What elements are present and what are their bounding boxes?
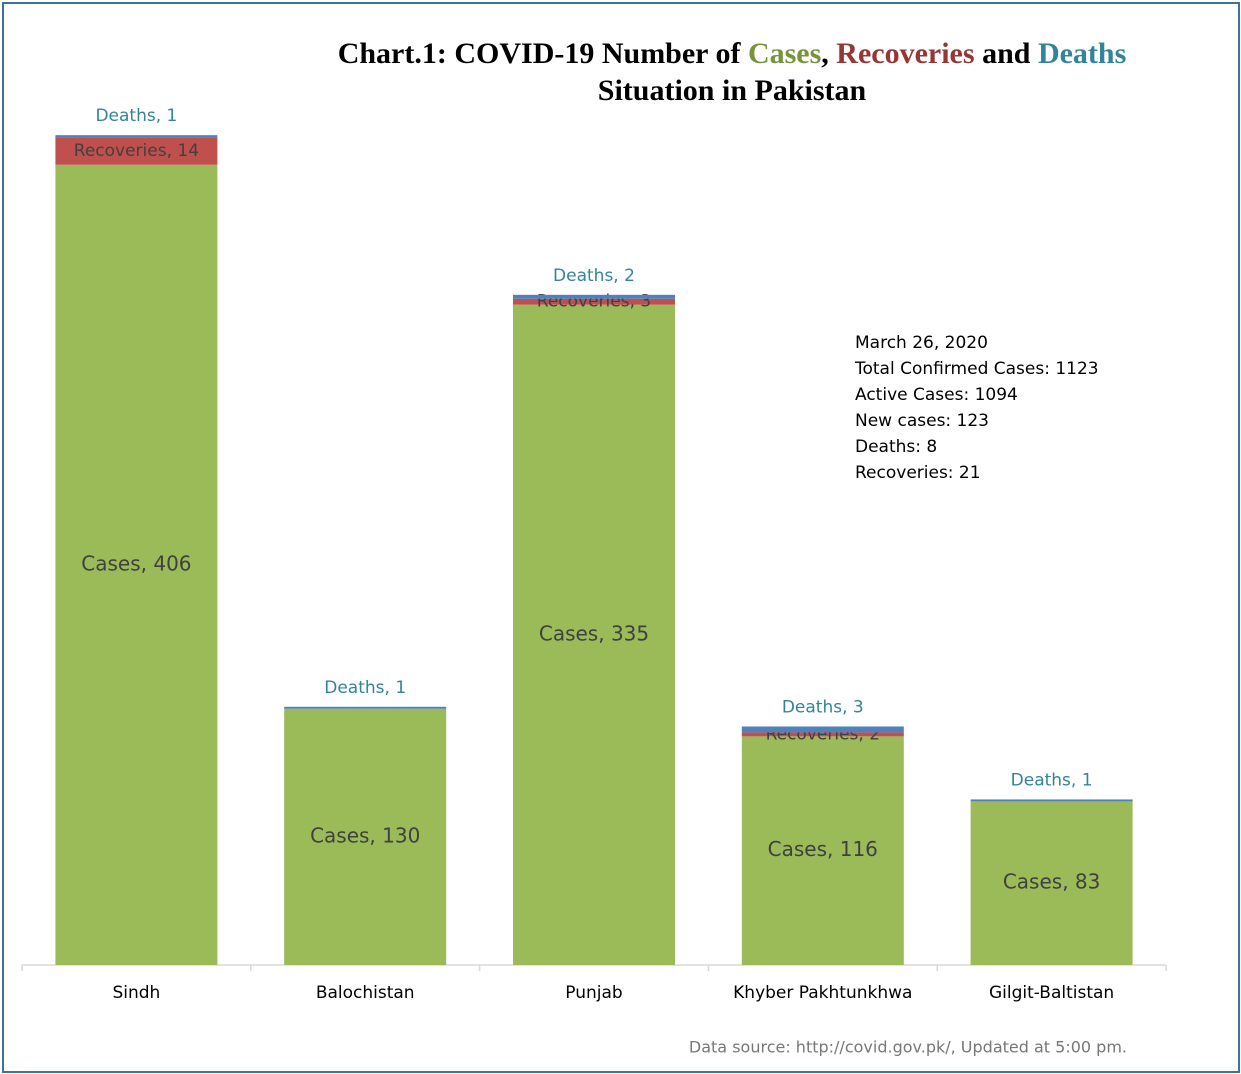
annotation-line: Recoveries: 21: [855, 463, 981, 483]
bar-segment: [284, 706, 447, 709]
data-label: Deaths, 1: [1011, 770, 1093, 790]
data-label: Deaths, 1: [95, 106, 177, 126]
data-label: Deaths, 3: [782, 697, 864, 717]
data-label: Deaths, 2: [553, 266, 635, 286]
annotation-line: Deaths: 8: [855, 437, 937, 457]
bar-segment: [741, 726, 904, 733]
title-recoveries: Recoveries: [836, 37, 974, 70]
bar-segment: [970, 801, 1133, 965]
x-tick-label: Balochistan: [316, 983, 415, 1003]
annotation-line: New cases: 123: [855, 411, 989, 431]
bar-segment: [284, 708, 447, 965]
chart-title: Chart.1: COVID-19 Number of Cases, Recov…: [338, 37, 1127, 70]
bar-segment: [513, 298, 675, 305]
title-part: ,: [821, 37, 829, 70]
x-tick-label: Punjab: [565, 983, 622, 1003]
title-part: and: [982, 37, 1031, 70]
chart-title-line2: Situation in Pakistan: [598, 74, 867, 107]
bar-segment: [55, 137, 218, 165]
data-label: Cases, 83: [1003, 870, 1101, 894]
bar-segment: [55, 164, 218, 965]
data-label: Cases, 130: [310, 823, 420, 847]
data-label: Cases, 406: [81, 551, 191, 575]
title-part: Chart.1: COVID-19 Number of: [338, 37, 742, 70]
bar-segment: [513, 294, 675, 299]
title-deaths: Deaths: [1038, 37, 1126, 70]
source: Data source: http://covid.gov.pk/, Updat…: [689, 1038, 1127, 1057]
data-label: Deaths, 1: [324, 678, 406, 698]
bar-segment: [741, 732, 904, 737]
bar-segment: [970, 799, 1133, 802]
bar-segment: [55, 135, 218, 138]
annotation-line: Active Cases: 1094: [855, 385, 1018, 405]
data-label: Cases, 116: [768, 837, 878, 861]
annotation-line: March 26, 2020: [855, 333, 988, 353]
x-tick-label: Gilgit-Baltistan: [989, 983, 1114, 1003]
data-label: Cases, 335: [539, 621, 649, 645]
x-tick-label: Khyber Pakhtunkhwa: [733, 983, 912, 1003]
bar-segment: [513, 304, 675, 966]
bar-segment: [741, 736, 904, 965]
data-label: Recoveries, 3: [537, 292, 651, 312]
data-label: Recoveries, 14: [74, 141, 199, 161]
title-cases: Cases: [748, 37, 821, 70]
annotation-line: Total Confirmed Cases: 1123: [854, 359, 1099, 379]
x-tick-label: Sindh: [112, 983, 160, 1003]
